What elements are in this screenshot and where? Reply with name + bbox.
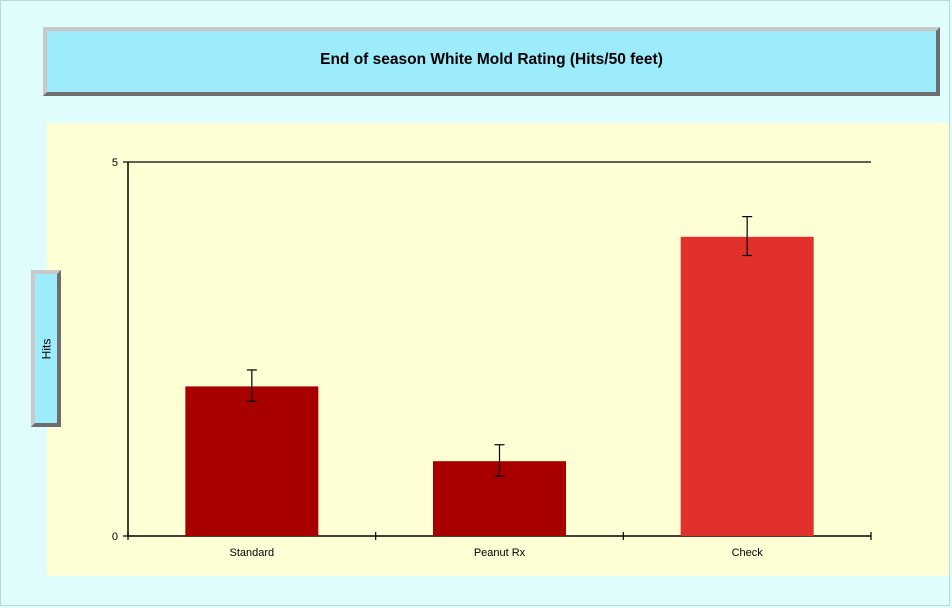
y-axis-label-box: Hits (31, 270, 61, 427)
error-bars (246, 216, 753, 477)
bars (185, 236, 814, 537)
x-tick-label-0: Standard (230, 547, 275, 559)
y-tick-label-0: 0 (112, 531, 118, 543)
bar-0 (185, 386, 319, 536)
chart-title-box: End of season White Mold Rating (Hits/50… (43, 27, 940, 96)
chart-title: End of season White Mold Rating (Hits/50… (320, 50, 663, 68)
x-tick-label-1: Peanut Rx (474, 547, 526, 559)
bar-2 (680, 236, 814, 537)
tick-labels: 0 5 Standard Peanut Rx Check (112, 157, 763, 559)
x-tick-label-2: Check (732, 547, 764, 559)
y-tick-label-1: 5 (112, 157, 118, 169)
